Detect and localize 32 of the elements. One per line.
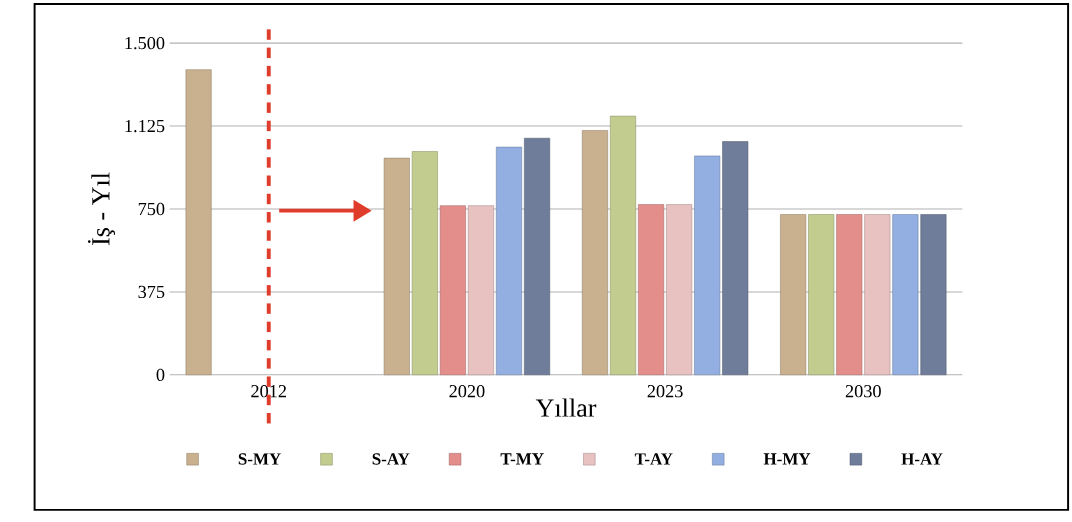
y-tick-label: 0 — [156, 368, 165, 382]
x-tick-label: 2023 — [647, 385, 683, 398]
legend-label: H-MY — [763, 453, 811, 465]
y-tick-label: 750 — [138, 202, 165, 216]
legend-label: S-AY — [372, 453, 410, 465]
bar — [836, 214, 863, 376]
bar — [524, 138, 551, 376]
y-axis-title: İş - Yıl — [87, 172, 115, 246]
bar — [581, 130, 608, 376]
y-tick-label: 1.125 — [125, 120, 165, 133]
bar — [496, 146, 522, 376]
bar — [411, 151, 438, 376]
legend-label: S-MY — [238, 453, 281, 465]
bar — [666, 204, 693, 376]
legend-label: T-MY — [500, 453, 544, 465]
bar — [864, 214, 891, 376]
x-tick-label: 2012 — [251, 385, 286, 398]
x-axis-title: Yıllar — [535, 398, 597, 417]
bar — [610, 116, 637, 376]
bar — [780, 214, 807, 376]
x-tick-label: 2030 — [845, 385, 881, 398]
y-tick-label: 1.500 — [125, 37, 165, 50]
legend-label: H-AY — [901, 453, 943, 465]
bar — [439, 205, 466, 376]
bar — [638, 204, 665, 376]
bar — [808, 214, 835, 376]
bar — [467, 205, 494, 376]
x-tick-label: 2020 — [449, 385, 485, 398]
legend-label: T-AY — [634, 453, 673, 465]
bar — [185, 69, 212, 376]
y-tick-label: 375 — [138, 285, 165, 299]
bar — [383, 158, 410, 376]
